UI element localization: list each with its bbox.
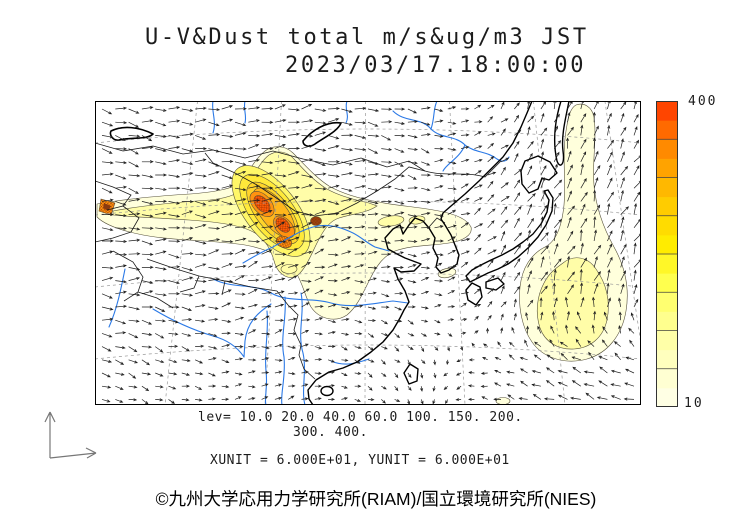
wind-vectors — [101, 101, 641, 405]
copyright-text: ©九州大学応用力学研究所(RIAM)/国立環境研究所(NIES) — [155, 489, 597, 509]
colorbar-min-label: 10 — [684, 396, 704, 411]
map-frame — [95, 101, 641, 405]
vector-unit-label: XUNIT = 6.000E+01, YUNIT = 6.000E+01 — [210, 453, 510, 468]
page-title-datetime: 2023/03/17.18:00:00 — [285, 53, 587, 78]
colorbar-max-label: 400 — [688, 94, 718, 109]
contour-levels-line1: lev= 10.0 20.0 40.0 60.0 100. 150. 200. — [198, 410, 523, 425]
up-arrow-icon — [44, 411, 56, 458]
dust-map — [95, 101, 641, 405]
rivers — [108, 101, 510, 405]
colorbar — [656, 101, 678, 407]
contour-levels-line2: 300. 400. — [293, 425, 368, 440]
right-arrow-icon — [49, 447, 97, 459]
unit-arrow-icons — [44, 411, 97, 459]
page-title-line1: U-V&Dust total m/s&ug/m3 JST — [145, 25, 589, 50]
